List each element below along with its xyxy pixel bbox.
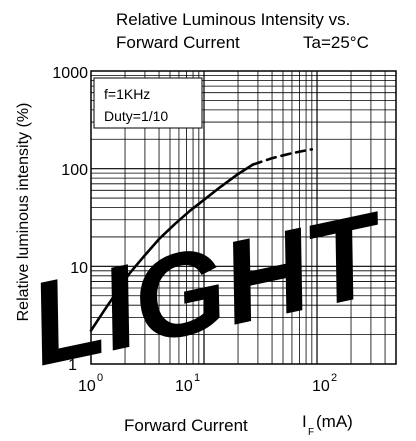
x-tick-label-100-base: 10 bbox=[312, 378, 330, 395]
y-tick-label-1: 1 bbox=[68, 357, 77, 374]
x-tick-label-100-exp: 2 bbox=[331, 372, 337, 384]
curve-extrapolated-dashed bbox=[251, 148, 314, 166]
x-tick-label-100: 10 2 bbox=[312, 372, 337, 395]
x-axis-unit-text: (mA) bbox=[316, 412, 353, 431]
condition-label: Ta=25°C bbox=[303, 33, 369, 52]
legend-box bbox=[93, 77, 203, 129]
plot-frame bbox=[90, 70, 397, 365]
x-tick-label-1: 10 0 bbox=[78, 372, 103, 395]
chart-title-line2: Forward Current bbox=[116, 33, 240, 52]
x-tick-label-10-base: 10 bbox=[175, 378, 193, 395]
series-group bbox=[89, 148, 314, 332]
y-axis-label: Relative luminous intensity (%) bbox=[15, 103, 32, 322]
y-tick-label-10: 10 bbox=[70, 260, 88, 277]
y-tick-label-100: 100 bbox=[61, 162, 88, 179]
chart-title-line1: Relative Luminous Intensity vs. bbox=[116, 10, 350, 29]
x-tick-label-10: 10 1 bbox=[175, 372, 200, 395]
x-axis-label: Forward Current bbox=[124, 416, 248, 435]
y-tick-label-1000: 1000 bbox=[52, 65, 88, 82]
x-tick-label-10-exp: 1 bbox=[194, 372, 200, 384]
curve-measured-solid bbox=[89, 163, 255, 332]
legend-line-duty: Duty=1/10 bbox=[104, 108, 168, 124]
x-axis-unit-symbol: I bbox=[302, 412, 307, 431]
legend-line-frequency: f=1KHz bbox=[104, 86, 150, 102]
x-axis-unit: I F (mA) bbox=[302, 412, 353, 438]
x-tick-label-1-exp: 0 bbox=[97, 372, 103, 384]
x-tick-label-1-base: 10 bbox=[78, 378, 96, 395]
x-axis-unit-subscript: F bbox=[308, 427, 314, 438]
